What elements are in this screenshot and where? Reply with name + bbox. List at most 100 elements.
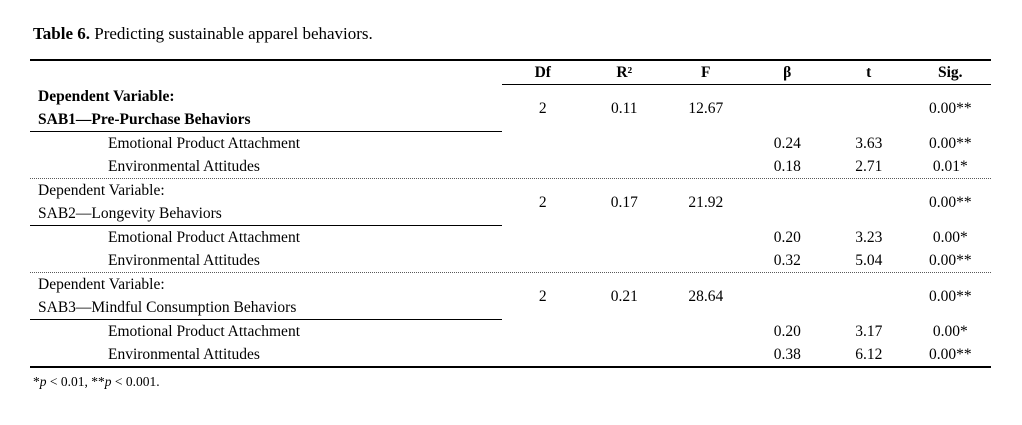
empty-cell: [584, 132, 666, 155]
table-row: Emotional Product Attachment 0.24 3.63 0…: [30, 132, 991, 155]
sab1-t-empty: [828, 85, 910, 132]
table-header-row: Df R² F β t Sig.: [30, 61, 991, 85]
predictor-sig: 0.00*: [932, 323, 968, 340]
empty-cell: [502, 320, 584, 343]
predictor-name: Environmental Attitudes: [108, 346, 260, 363]
sab2-beta-empty: [747, 179, 829, 226]
empty-cell: [584, 155, 666, 178]
predictor-t: 3.17: [855, 323, 883, 340]
sab1-r2: 0.11: [610, 99, 638, 117]
empty-cell: [502, 132, 584, 155]
empty-cell: [584, 320, 666, 343]
empty-cell: [584, 249, 666, 272]
footnote-p1: p: [39, 374, 47, 389]
sab3-f: 28.64: [688, 287, 724, 305]
sab2-sig: 0.00**: [928, 193, 972, 211]
sab2-t-empty: [828, 179, 910, 226]
predictor-beta: 0.24: [773, 135, 801, 152]
table-caption-text: Predicting sustainable apparel behaviors…: [90, 24, 373, 43]
empty-cell: [665, 155, 747, 178]
predictor-sig: 0.00**: [928, 135, 972, 152]
empty-cell: [502, 343, 584, 366]
col-header-beta: β: [746, 61, 828, 85]
dependent-variable-label: Dependent Variable:: [38, 88, 175, 105]
sab1-beta-empty: [747, 85, 829, 132]
col-header-sig: Sig.: [909, 61, 991, 85]
predictor-beta: 0.38: [773, 346, 801, 363]
col-header-df: Df: [502, 61, 584, 85]
sab3-t-empty: [828, 273, 910, 320]
predictor-name: Emotional Product Attachment: [108, 135, 300, 152]
predictor-t: 5.04: [855, 252, 883, 269]
table-row: Emotional Product Attachment 0.20 3.23 0…: [30, 226, 991, 249]
predictor-sig: 0.00**: [928, 346, 972, 363]
footnote-star2: **: [91, 374, 105, 389]
empty-cell: [665, 249, 747, 272]
table-caption: Table 6. Predicting sustainable apparel …: [33, 23, 373, 45]
table-row: Environmental Attitudes 0.38 6.12 0.00**: [30, 343, 991, 366]
sab2-r2: 0.17: [610, 193, 638, 211]
section-sab1-title: Dependent Variable: SAB1—Pre-Purchase Be…: [30, 85, 502, 132]
dependent-variable-label: Dependent Variable:: [38, 182, 165, 199]
header-empty-cell: [30, 61, 502, 85]
empty-cell: [584, 226, 666, 249]
predictor-t: 3.63: [855, 135, 883, 152]
empty-cell: [502, 249, 584, 272]
sab1-sig: 0.00**: [928, 99, 972, 117]
empty-cell: [665, 320, 747, 343]
predictor-t: 3.23: [855, 229, 883, 246]
predictor-beta: 0.20: [773, 323, 801, 340]
predictor-t: 2.71: [855, 158, 883, 175]
footnote-seg1: < 0.01,: [46, 374, 92, 389]
predictor-beta: 0.20: [773, 229, 801, 246]
sab2-df: 2: [538, 193, 547, 211]
col-header-t: t: [828, 61, 910, 85]
sab3-sig: 0.00**: [928, 287, 972, 305]
empty-cell: [502, 155, 584, 178]
table-caption-label: Table 6.: [33, 24, 91, 43]
empty-cell: [665, 226, 747, 249]
predictor-sig: 0.00**: [928, 252, 972, 269]
sab3-df: 2: [538, 287, 547, 305]
empty-cell: [665, 343, 747, 366]
predictor-sig: 0.00*: [932, 229, 968, 246]
table-row: Emotional Product Attachment 0.20 3.17 0…: [30, 320, 991, 343]
col-header-r2: R²: [583, 61, 665, 85]
empty-cell: [584, 343, 666, 366]
section-sab3-header-row: Dependent Variable: SAB3—Mindful Consump…: [30, 273, 991, 320]
predictor-name: Emotional Product Attachment: [108, 229, 300, 246]
predictor-beta: 0.18: [773, 158, 801, 175]
section-divider: [30, 272, 991, 273]
sab1-f: 12.67: [688, 99, 724, 117]
section-sab1-header-row: Dependent Variable: SAB1—Pre-Purchase Be…: [30, 85, 991, 132]
empty-cell: [502, 226, 584, 249]
significance-footnote: *p < 0.01, **p < 0.001.: [33, 373, 160, 391]
sab2-f: 21.92: [688, 193, 724, 211]
predictor-beta: 0.32: [773, 252, 801, 269]
regression-table: Df R² F β t Sig. Dependent Variable: SAB…: [30, 59, 991, 368]
sab3-r2: 0.21: [610, 287, 638, 305]
table-row: Environmental Attitudes 0.18 2.71 0.01*: [30, 155, 991, 178]
predictor-t: 6.12: [855, 346, 883, 363]
section-sab2-title: Dependent Variable: SAB2—Longevity Behav…: [30, 179, 502, 226]
footnote-star1: *: [33, 374, 40, 389]
predictor-name: Environmental Attitudes: [108, 158, 260, 175]
sab2-name: SAB2—Longevity Behaviors: [38, 205, 222, 222]
dependent-variable-label: Dependent Variable:: [38, 276, 165, 293]
sab1-df: 2: [538, 99, 547, 117]
sab3-beta-empty: [747, 273, 829, 320]
col-header-f: F: [665, 61, 747, 85]
section-sab3-title: Dependent Variable: SAB3—Mindful Consump…: [30, 273, 502, 320]
predictor-sig: 0.01*: [932, 158, 968, 175]
sab1-name: SAB1—Pre-Purchase Behaviors: [38, 111, 251, 128]
footnote-p2: p: [104, 374, 112, 389]
section-divider: [30, 178, 991, 179]
section-sab2-header-row: Dependent Variable: SAB2—Longevity Behav…: [30, 179, 991, 226]
predictor-name: Environmental Attitudes: [108, 252, 260, 269]
empty-cell: [665, 132, 747, 155]
footnote-seg2: < 0.001.: [111, 374, 160, 389]
sab3-name: SAB3—Mindful Consumption Behaviors: [38, 299, 297, 316]
predictor-name: Emotional Product Attachment: [108, 323, 300, 340]
table-row: Environmental Attitudes 0.32 5.04 0.00**: [30, 249, 991, 272]
